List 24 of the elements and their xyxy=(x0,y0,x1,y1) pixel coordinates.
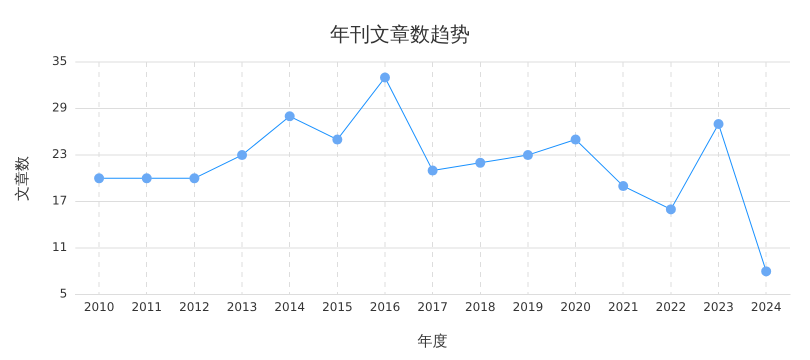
x-tick-label: 2016 xyxy=(370,300,400,314)
x-tick-label: 2018 xyxy=(465,300,496,314)
y-tick-label: 11 xyxy=(52,240,68,254)
x-tick-label: 2022 xyxy=(656,300,686,314)
x-tick-label: 2011 xyxy=(131,300,162,314)
x-tick-label: 2013 xyxy=(226,300,258,314)
y-tick-label: 23 xyxy=(52,147,68,162)
x-axis-title: 年度 xyxy=(418,332,448,350)
y-tick-label: 5 xyxy=(60,286,68,301)
x-tick-label: 2021 xyxy=(608,300,639,314)
x-tick-label: 2010 xyxy=(84,300,114,314)
x-tick-label: 2020 xyxy=(560,300,591,314)
x-tick-label: 2023 xyxy=(703,300,734,314)
x-tick-label: 2017 xyxy=(417,300,448,314)
x-tick-label: 2012 xyxy=(179,300,210,314)
y-tick-label: 29 xyxy=(52,100,68,115)
x-tick-label: 2014 xyxy=(274,300,305,314)
x-tick-label: 2015 xyxy=(322,300,353,314)
y-axis-title: 文章数 xyxy=(12,156,31,201)
y-tick-label: 35 xyxy=(52,54,68,68)
chart-title: 年刊文章数趋势 xyxy=(330,22,470,46)
y-tick-label: 17 xyxy=(52,194,68,208)
x-tick-label: 2019 xyxy=(512,300,544,314)
x-tick-label: 2024 xyxy=(750,300,782,314)
